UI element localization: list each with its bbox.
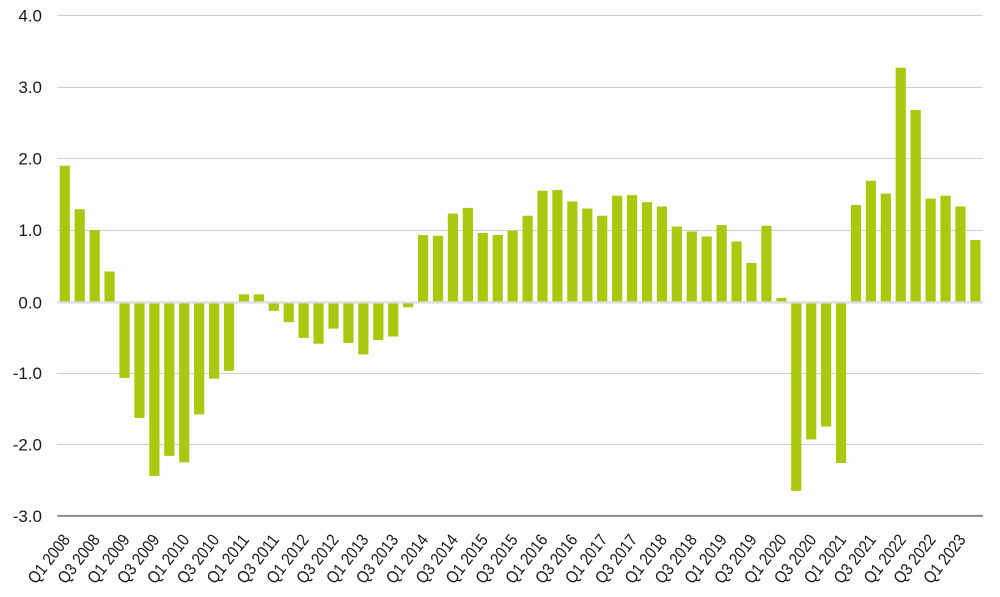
svg-text:0.0: 0.0 (18, 293, 42, 312)
svg-text:3.0: 3.0 (18, 78, 42, 97)
svg-text:2.0: 2.0 (18, 150, 42, 169)
svg-text:4.0: 4.0 (18, 7, 42, 26)
svg-text:-2.0: -2.0 (13, 435, 42, 454)
svg-text:-1.0: -1.0 (13, 364, 42, 383)
svg-text:-3.0: -3.0 (13, 507, 42, 526)
svg-text:1.0: 1.0 (18, 221, 42, 240)
